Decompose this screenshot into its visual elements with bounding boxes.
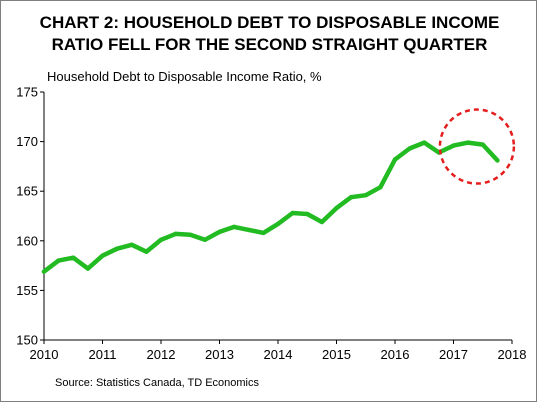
data-point [422, 140, 427, 145]
data-point [363, 192, 368, 198]
series-group [41, 140, 500, 274]
x-tick-label: 2017 [439, 347, 468, 362]
data-point [319, 219, 325, 225]
x-tick-label: 2012 [147, 347, 176, 362]
data-point [129, 242, 134, 247]
data-point [158, 237, 164, 243]
x-tick-label: 2014 [264, 347, 293, 362]
series-line [41, 140, 500, 274]
data-point [56, 258, 61, 263]
y-tick-label: 155 [16, 283, 38, 298]
data-point [85, 266, 91, 271]
data-point [71, 255, 76, 260]
data-point [217, 229, 222, 235]
highlight-circle [438, 108, 516, 185]
data-point [465, 140, 471, 145]
data-point [378, 185, 383, 190]
data-point [41, 269, 47, 274]
y-tick-label: 165 [16, 184, 38, 199]
y-tick-label: 150 [16, 333, 38, 348]
source-note: Source: Statistics Canada, TD Economics [55, 377, 259, 389]
data-point [392, 157, 398, 162]
data-point [480, 142, 485, 147]
data-point [202, 237, 208, 243]
y-tick-labels: 150 155 160 165 170 175 [16, 85, 44, 348]
data-point [305, 211, 310, 217]
x-tick-label: 2013 [205, 347, 234, 362]
y-tick-label: 170 [16, 134, 38, 149]
data-point [275, 221, 281, 227]
data-point [290, 210, 295, 216]
x-tick-label: 2018 [498, 347, 527, 362]
x-tick-label: 2016 [381, 347, 410, 362]
data-point [231, 224, 237, 230]
data-point [334, 205, 339, 211]
chart-title: CHART 2: HOUSEHOLD DEBT TO DISPOSABLE IN… [39, 13, 500, 54]
x-tick-label: 2015 [322, 347, 351, 362]
highlight-group [438, 108, 516, 185]
y-tick-label: 160 [16, 233, 38, 248]
data-point [114, 246, 120, 251]
x-tick-labels: 2010 2011 2012 2013 2014 2015 2016 2017 2018 [30, 340, 527, 362]
data-point [407, 146, 412, 151]
data-point [188, 232, 193, 238]
data-point [246, 227, 251, 233]
data-point [495, 158, 500, 163]
axes [43, 92, 512, 341]
data-point [261, 230, 266, 236]
y-tick-label: 175 [16, 85, 38, 100]
data-point [144, 249, 149, 254]
data-point [173, 231, 178, 237]
x-tick-label: 2011 [89, 347, 117, 362]
y-axis-label: Household Debt to Disposable Income Rati… [47, 69, 322, 84]
data-point [348, 194, 354, 200]
data-point [100, 253, 105, 258]
x-tick-label: 2010 [30, 347, 59, 362]
data-point [451, 143, 456, 148]
